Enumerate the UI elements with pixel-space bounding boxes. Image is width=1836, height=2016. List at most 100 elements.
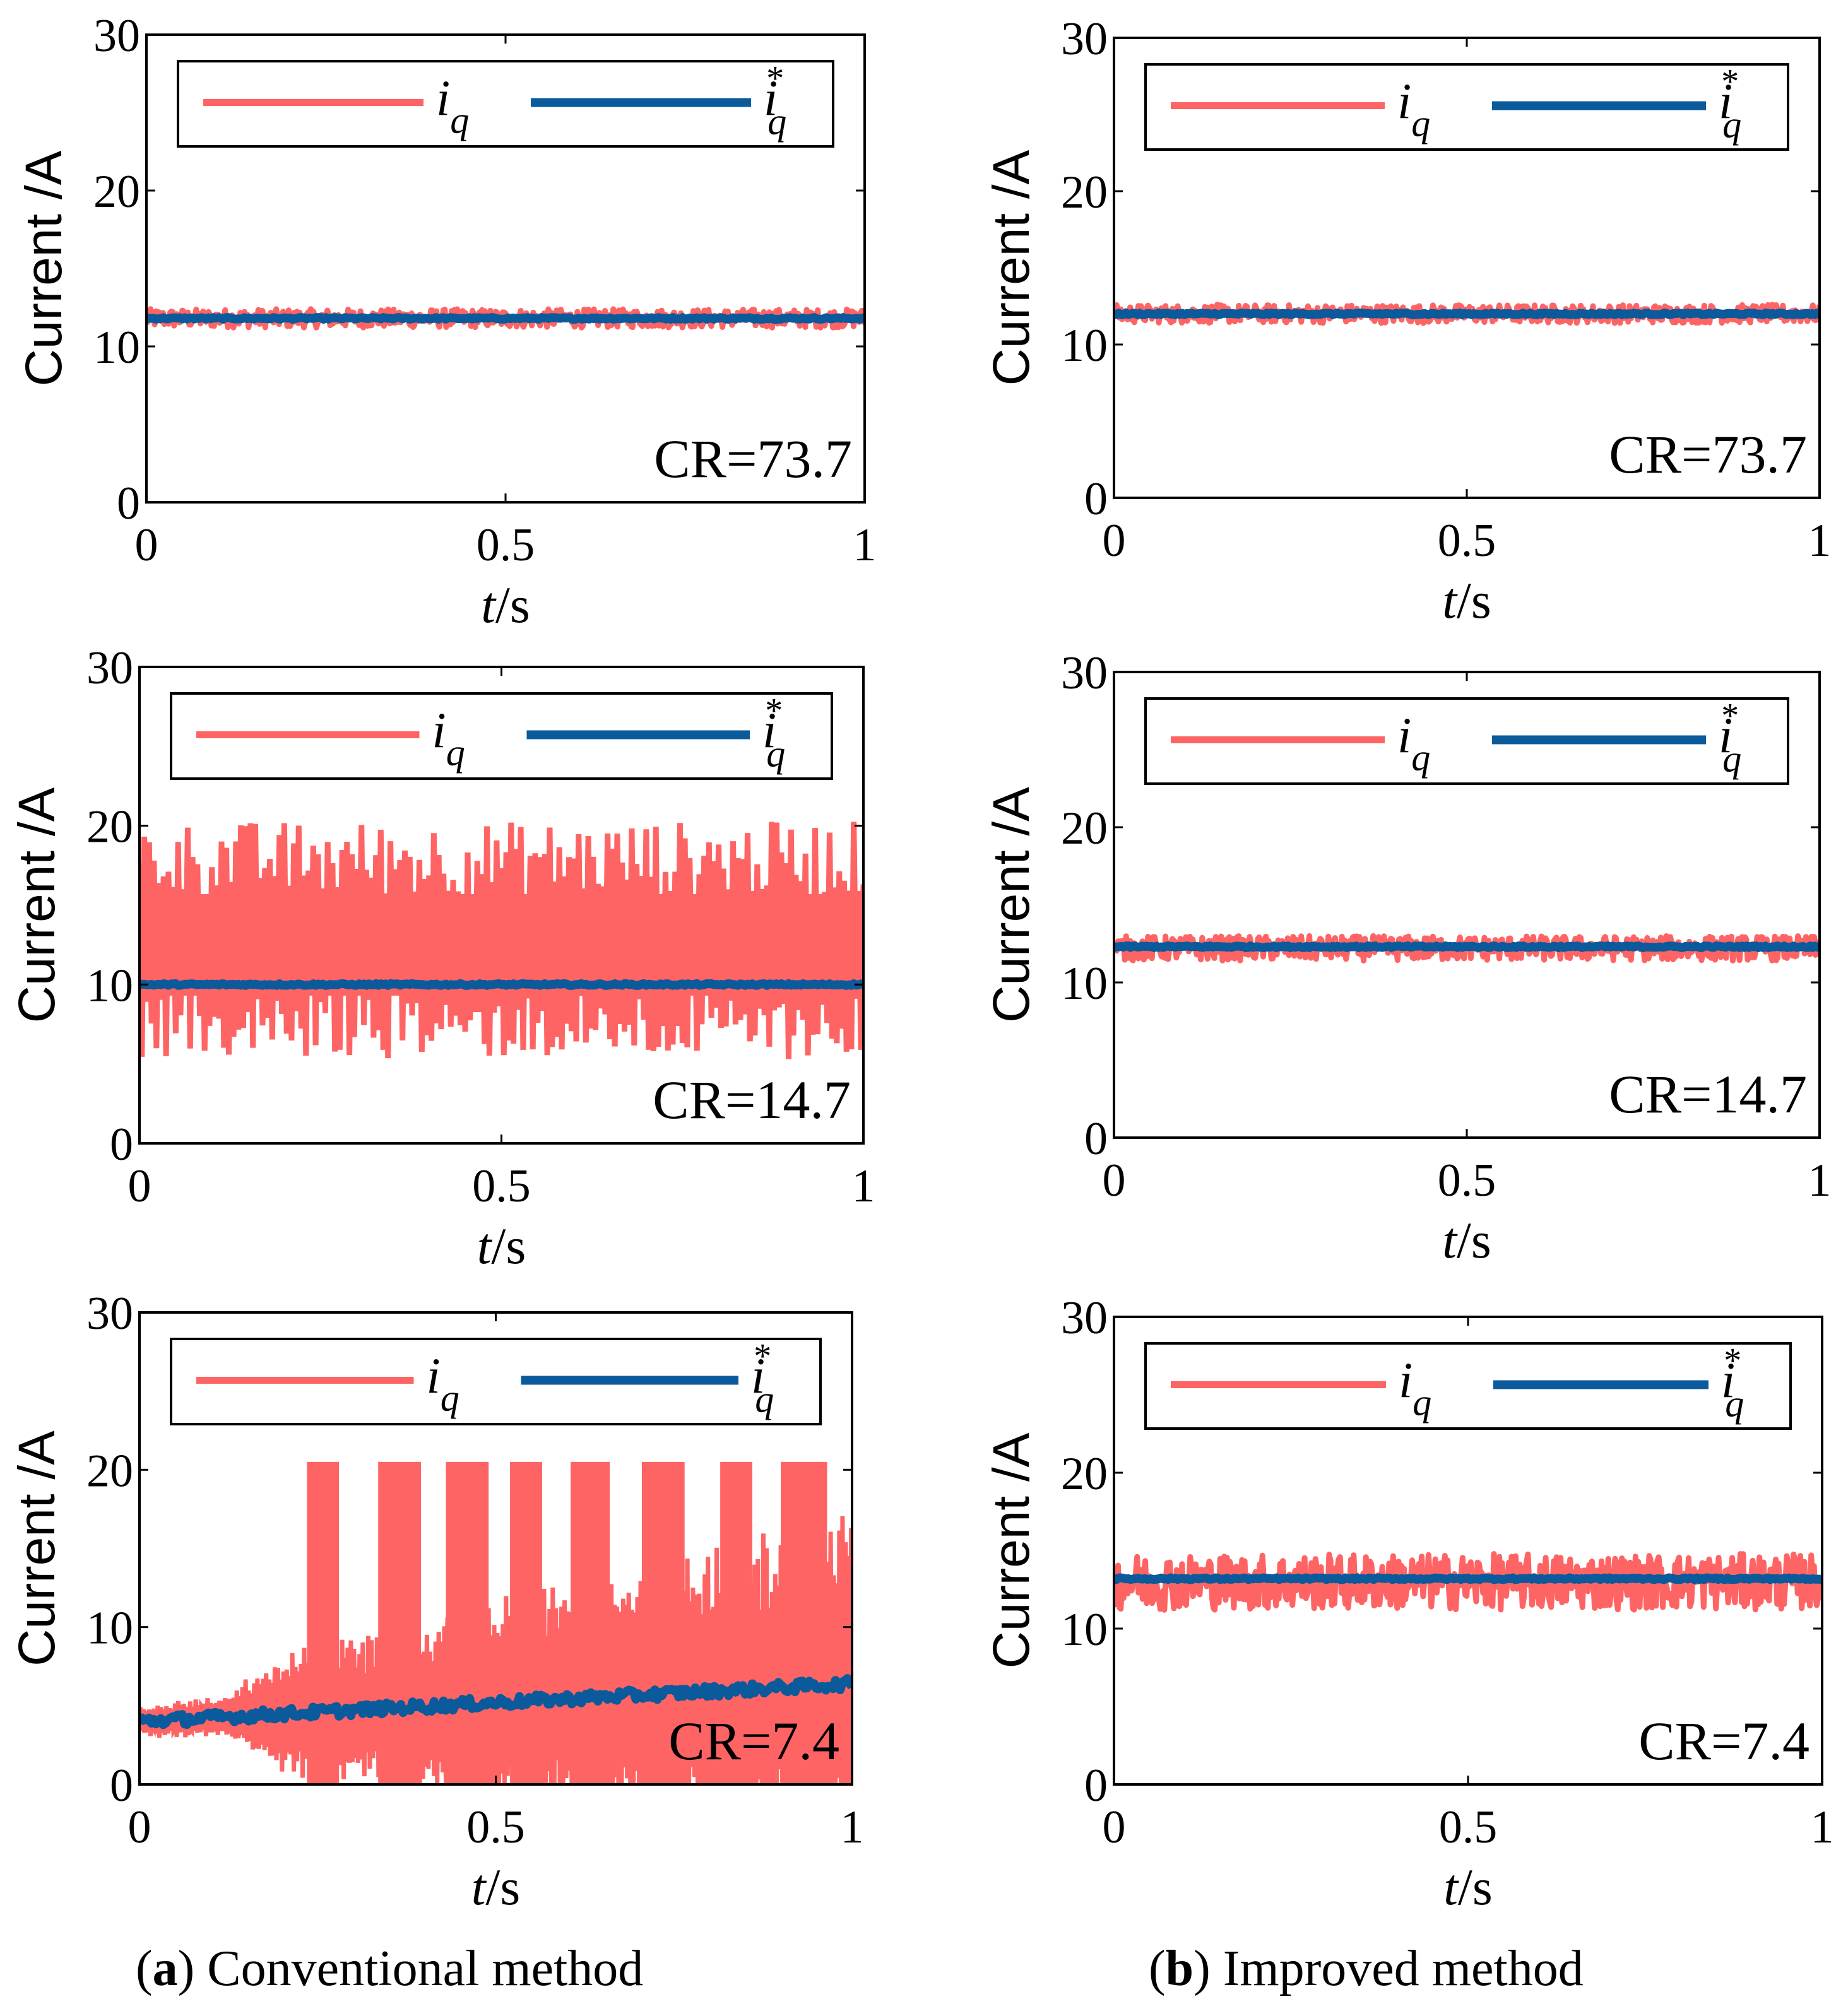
x-axis-label-var: t xyxy=(1443,1858,1459,1916)
y-tick-label: 30 xyxy=(1061,13,1108,65)
legend-iq-ref-label: i* q xyxy=(1721,1341,1744,1425)
x-axis-label-unit: /s xyxy=(495,576,530,634)
x-tick-label: 0.5 xyxy=(466,1801,525,1853)
x-axis-label-unit: /s xyxy=(486,1858,521,1916)
x-axis-label-var: t xyxy=(481,576,497,634)
x-tick-label: 0.5 xyxy=(1438,1155,1496,1206)
x-axis-label: t/s xyxy=(481,576,530,634)
series-iq-burst xyxy=(446,1461,489,1784)
chart-a2: 0 10 20 30 0 0.5 1 Current /A t/s CR=14.7 iq i* q xyxy=(8,642,875,1275)
y-axis-label: Current /A xyxy=(8,787,66,1023)
series-iq-ref-line xyxy=(1114,1573,1822,1584)
legend-iq-label: iq xyxy=(1399,1353,1431,1424)
series-iq-ref-line xyxy=(1114,308,1820,319)
legend-iq-ref-label: i* q xyxy=(764,59,786,143)
y-axis-label: Current /A xyxy=(15,150,73,386)
x-tick-label: 1 xyxy=(841,1801,864,1853)
x-tick-label: 0 xyxy=(128,1160,151,1212)
series-iq-ref-line xyxy=(146,313,865,324)
x-tick-label: 0 xyxy=(1103,515,1126,567)
y-tick-label: 20 xyxy=(1061,803,1108,854)
y-tick-label: 10 xyxy=(86,1603,133,1654)
series-iq-line xyxy=(1114,1551,1822,1613)
x-axis-label: t/s xyxy=(1442,1211,1491,1269)
y-tick-label: 10 xyxy=(93,322,140,374)
y-tick-label: 10 xyxy=(1061,1604,1108,1656)
x-tick-label: 0 xyxy=(1103,1155,1126,1206)
x-axis-label-var: t xyxy=(471,1858,487,1916)
y-tick-label: 30 xyxy=(1061,1292,1108,1344)
y-tick-label: 30 xyxy=(93,10,140,62)
y-tick-label: 10 xyxy=(1061,320,1108,372)
x-axis-label-var: t xyxy=(1442,572,1458,629)
plot-area xyxy=(146,306,865,331)
cr-annotation: CR=14.7 xyxy=(653,1070,851,1130)
x-tick-label: 0.5 xyxy=(472,1160,531,1212)
y-tick-label: 10 xyxy=(86,960,133,1011)
y-tick-label: 0 xyxy=(117,478,140,529)
chart-b2: 0 10 20 30 0 0.5 1 Current /A t/s CR=14.7 iq i* q xyxy=(983,647,1832,1269)
x-tick-label: 0 xyxy=(128,1801,151,1853)
legend-iq-ref-label: i* q xyxy=(751,1337,774,1420)
plot-area xyxy=(1114,302,1820,326)
caption-improved: (b) Improved method xyxy=(1149,1941,1584,1996)
x-axis-label-var: t xyxy=(1442,1211,1458,1269)
legend-iq-label: iq xyxy=(432,704,465,774)
y-tick-label: 20 xyxy=(86,1445,133,1497)
y-tick-label: 30 xyxy=(1061,647,1108,699)
y-axis-label: Current /A xyxy=(983,787,1040,1023)
y-tick-label: 0 xyxy=(1084,473,1108,525)
series-iq-burst xyxy=(510,1461,542,1784)
y-tick-label: 0 xyxy=(110,1119,133,1170)
cr-annotation: CR=7.4 xyxy=(1638,1711,1809,1771)
series-iq-burst xyxy=(781,1461,827,1784)
chart-a1: 0 10 20 30 0 0.5 1 Current /A t/s CR=73.7 iq i* q xyxy=(15,10,877,634)
cr-annotation: CR=14.7 xyxy=(1609,1064,1807,1124)
x-tick-label: 1 xyxy=(1808,515,1832,567)
x-tick-label: 1 xyxy=(1808,1155,1832,1206)
legend-iq-label: iq xyxy=(427,1349,459,1419)
x-tick-label: 0.5 xyxy=(1438,515,1496,567)
legend-iq-ref-label: i* q xyxy=(762,692,785,775)
x-tick-label: 1 xyxy=(852,1160,875,1212)
legend-iq-label: iq xyxy=(1397,709,1430,779)
x-axis-label-var: t xyxy=(477,1217,493,1275)
y-tick-label: 0 xyxy=(1084,1760,1108,1812)
y-tick-label: 20 xyxy=(1061,1448,1108,1500)
x-tick-label: 0 xyxy=(135,519,158,571)
y-tick-label: 20 xyxy=(1061,167,1108,218)
caption-letter: b xyxy=(1165,1941,1194,1996)
y-tick-label: 10 xyxy=(1061,958,1108,1010)
legend-iq-ref-label: i* q xyxy=(1719,697,1741,780)
legend-iq-ref-label: i* q xyxy=(1719,62,1741,146)
x-tick-label: 0 xyxy=(1103,1801,1126,1853)
legend-iq-label: iq xyxy=(1397,74,1430,144)
series-iq-ref-line xyxy=(139,1674,852,1730)
x-axis-label: t/s xyxy=(471,1858,521,1916)
plot-area xyxy=(1114,933,1820,964)
y-axis-label: Current /A xyxy=(983,150,1040,386)
plot-area xyxy=(139,1461,852,1784)
x-axis-label: t/s xyxy=(1442,572,1491,629)
x-tick-label: 0.5 xyxy=(477,519,535,571)
caption-conventional: (a) Conventional method xyxy=(136,1941,644,1996)
y-tick-label: 0 xyxy=(1084,1113,1108,1165)
x-axis-label: t/s xyxy=(1443,1858,1493,1916)
x-axis-label-unit: /s xyxy=(492,1217,526,1275)
y-tick-label: 20 xyxy=(93,166,140,218)
legend-iq-label: iq xyxy=(436,71,469,141)
x-tick-label: 1 xyxy=(1811,1801,1834,1853)
x-tick-label: 0.5 xyxy=(1439,1801,1498,1853)
y-axis-label: Current /A xyxy=(983,1432,1040,1668)
series-iq-ref-line xyxy=(1114,941,1820,952)
x-axis-label-unit: /s xyxy=(1457,1211,1491,1269)
chart-b3: 0 10 20 30 0 0.5 1 Current /A t/s CR=7.4 iq i* q xyxy=(983,1292,1834,1916)
y-tick-label: 30 xyxy=(86,642,133,694)
plot-area xyxy=(1114,1551,1822,1613)
cr-annotation: CR=7.4 xyxy=(668,1711,839,1771)
chart-a3: 0 10 20 30 0 0.5 1 Current /A t/s CR=7.4 iq i* q xyxy=(8,1288,864,1916)
y-tick-label: 0 xyxy=(110,1760,133,1812)
y-tick-label: 20 xyxy=(86,801,133,853)
